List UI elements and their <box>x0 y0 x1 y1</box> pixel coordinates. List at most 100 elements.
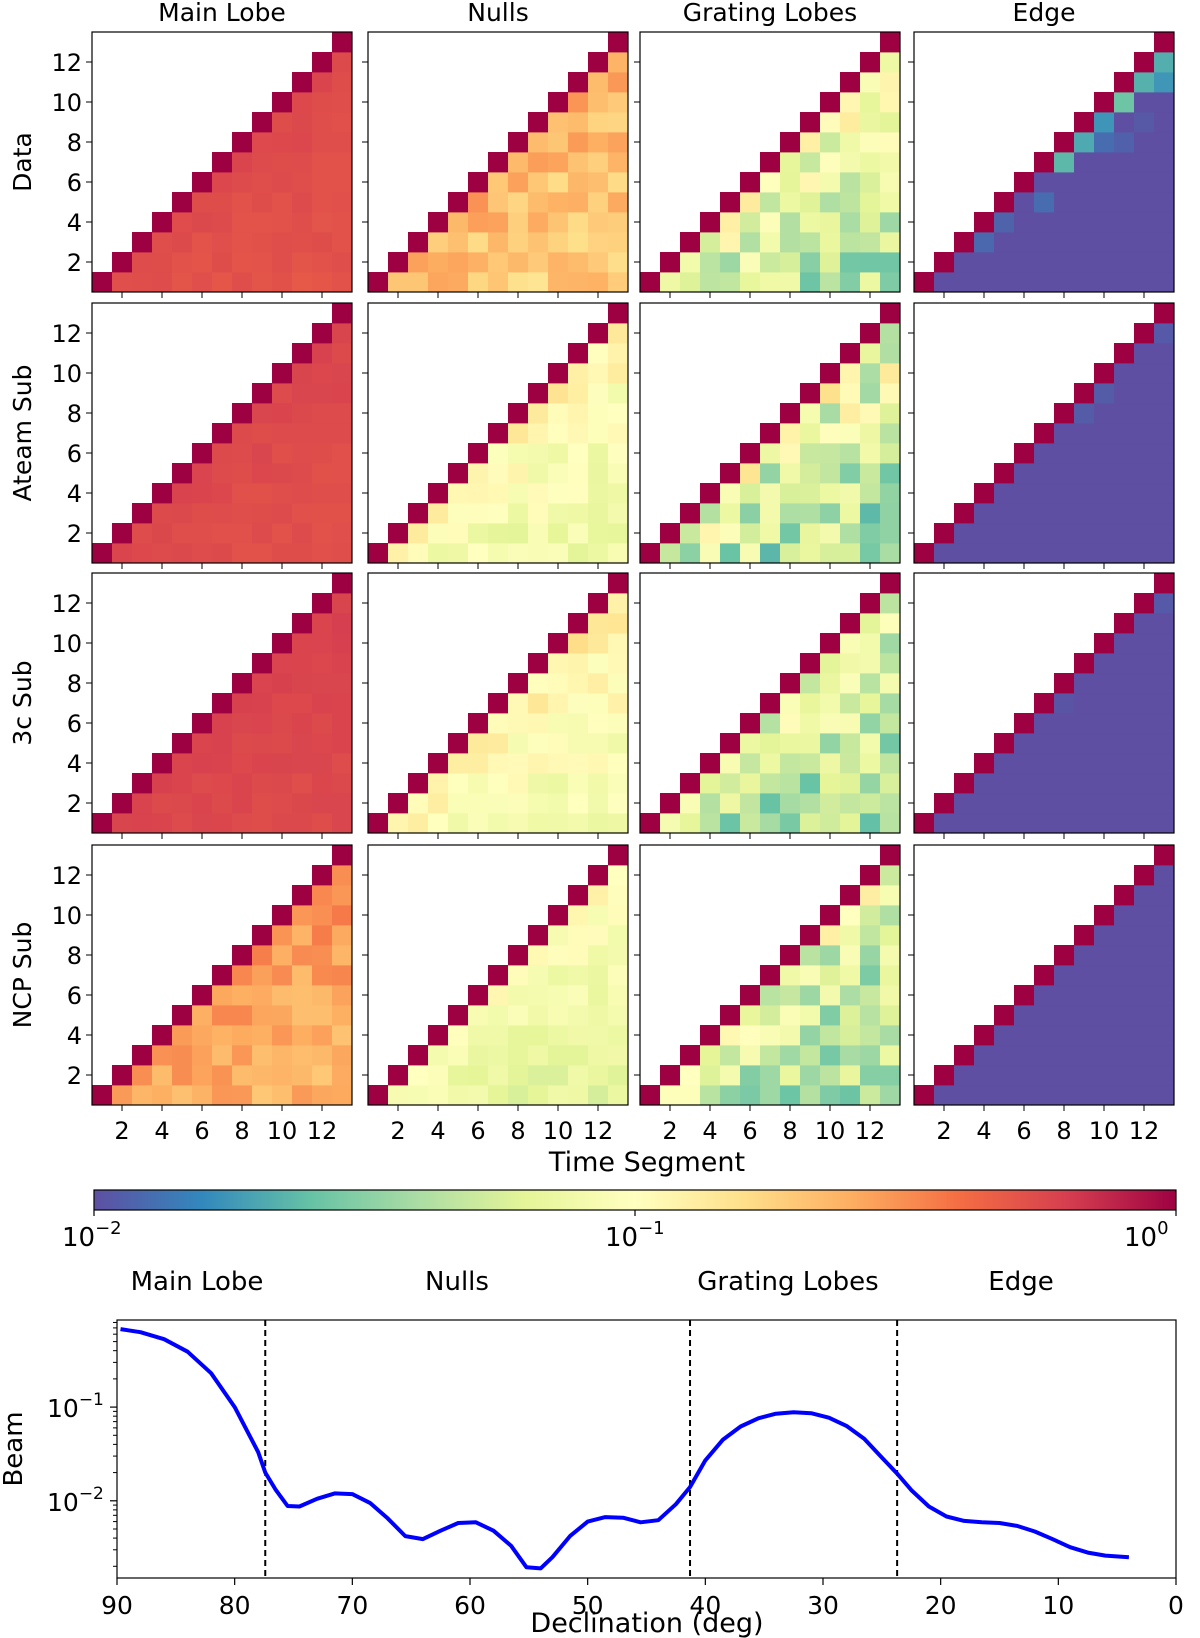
heatmap-cell <box>1134 793 1155 814</box>
heatmap-cell <box>1154 403 1175 424</box>
heatmap-cell <box>880 172 901 193</box>
heatmap-cell <box>232 252 253 273</box>
heatmap-cell <box>272 733 293 754</box>
heatmap-cell <box>568 212 589 233</box>
heatmap-cell <box>272 132 293 153</box>
heatmap-cell <box>608 693 629 714</box>
heatmap-cell <box>292 613 313 634</box>
heatmap-cell <box>994 1025 1015 1046</box>
heatmap-cell <box>588 172 609 193</box>
heatmap-cell <box>332 383 353 404</box>
heatmap-cell <box>428 1065 449 1086</box>
row-label: Data <box>8 132 37 192</box>
heatmap-cell <box>880 773 901 794</box>
row-label: 3c Sub <box>8 660 37 745</box>
heatmap-cell <box>1074 212 1095 233</box>
column-title: Nulls <box>467 0 528 27</box>
heatmap-cell <box>588 925 609 946</box>
tick-base: 10 <box>62 1223 95 1253</box>
heatmap-cell <box>1154 1005 1175 1026</box>
heatmap-cell <box>820 733 841 754</box>
y-tick-label: 2 <box>67 1062 82 1090</box>
heatmap-cell <box>548 905 569 926</box>
y-tick-label: 6 <box>67 440 82 468</box>
heatmap-cell <box>568 1045 589 1066</box>
heatmap-cell <box>840 985 861 1006</box>
heatmap-cell <box>568 885 589 906</box>
heatmap-cell <box>880 403 901 424</box>
heatmap-cell <box>332 845 353 866</box>
heatmap-cell <box>680 543 701 564</box>
heatmap-cell <box>780 945 801 966</box>
heatmap-cell <box>568 633 589 654</box>
heatmap-cell <box>588 152 609 173</box>
heatmap-cell <box>720 212 741 233</box>
heatmap-cell <box>860 713 881 734</box>
heatmap-cell <box>1134 985 1155 1006</box>
heatmap-cell <box>468 773 489 794</box>
heatmap-cell <box>608 965 629 986</box>
heatmap-cell <box>548 945 569 966</box>
heatmap-cell <box>880 232 901 253</box>
panel-frame <box>913 31 1175 293</box>
heatmap-cell <box>332 945 353 966</box>
x-tick-label: 2 <box>662 1117 677 1145</box>
heatmap-cell <box>192 713 213 734</box>
heatmap-cell <box>880 1065 901 1086</box>
heatmap-cell <box>1114 653 1135 674</box>
heatmap-cell <box>1114 232 1135 253</box>
heatmap-cell <box>332 693 353 714</box>
heatmap-cell <box>840 753 861 774</box>
heatmap-cell <box>994 1065 1015 1086</box>
heatmap-cell <box>192 1025 213 1046</box>
heatmap-cell <box>840 1045 861 1066</box>
heatmap-cell <box>800 753 821 774</box>
heatmap-cell <box>368 272 389 293</box>
heatmap-cell <box>588 272 609 293</box>
heatmap-cell <box>272 925 293 946</box>
heatmap-cell <box>152 773 173 794</box>
heatmap-cell <box>1114 132 1135 153</box>
heatmap-cell <box>800 132 821 153</box>
heatmap-cell <box>840 713 861 734</box>
heatmap-cell <box>488 523 509 544</box>
heatmap-cell <box>312 885 333 906</box>
heatmap-cell <box>568 72 589 93</box>
heatmap-cell <box>860 793 881 814</box>
heatmap-cell <box>1154 463 1175 484</box>
heatmap-cell <box>760 793 781 814</box>
heatmap-cell <box>252 713 273 734</box>
heatmap-cell <box>192 793 213 814</box>
heatmap-cell <box>332 713 353 734</box>
heatmap-cell <box>1094 1005 1115 1026</box>
heatmap-cell <box>660 523 681 544</box>
heatmap-cell <box>1114 1005 1135 1026</box>
heatmap-cell <box>548 212 569 233</box>
heatmap-cell <box>1114 343 1135 364</box>
x-tick-label: 10 <box>815 1117 846 1145</box>
heatmap-cell <box>272 945 293 966</box>
heatmap-cell <box>1094 423 1115 444</box>
heatmap-cell <box>448 1065 469 1086</box>
heatmap-cell <box>332 925 353 946</box>
heatmap-cell <box>568 925 589 946</box>
heatmap-cell <box>800 383 821 404</box>
x-tick-label: 6 <box>1016 1117 1031 1145</box>
heatmap-cell <box>1134 52 1155 73</box>
heatmap-panel <box>908 302 1175 569</box>
heatmap-cell <box>1094 925 1115 946</box>
heatmap-cell <box>428 523 449 544</box>
heatmap-cell <box>252 753 273 774</box>
heatmap-cell <box>1094 363 1115 384</box>
heatmap-cell <box>312 423 333 444</box>
heatmap-cell <box>212 152 233 173</box>
heatmap-cell <box>468 523 489 544</box>
heatmap-cell <box>388 272 409 293</box>
heatmap-cell <box>1134 272 1155 293</box>
heatmap-cell <box>954 252 975 273</box>
heatmap-cell <box>292 1025 313 1046</box>
heatmap-cell <box>312 343 333 364</box>
heatmap-cell <box>152 543 173 564</box>
heatmap-cell <box>880 753 901 774</box>
heatmap-cell <box>1034 965 1055 986</box>
